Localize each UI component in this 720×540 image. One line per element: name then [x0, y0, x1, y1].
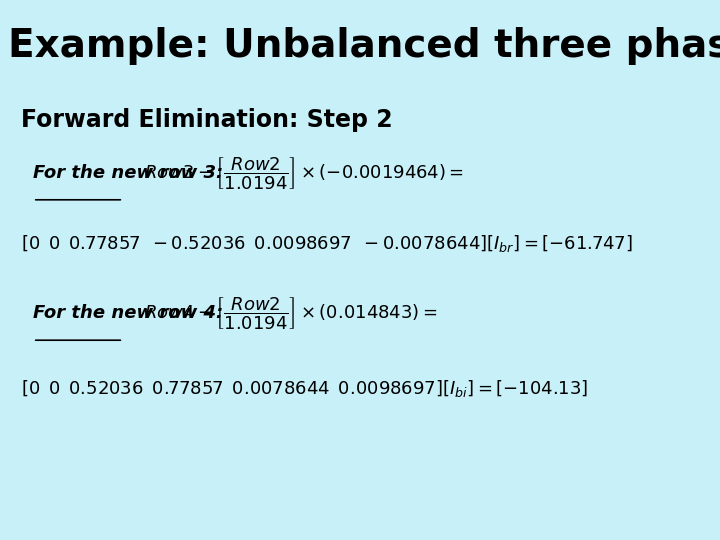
- Text: For the new row 4:: For the new row 4:: [33, 304, 223, 322]
- Text: $Row4-\left[\dfrac{Row2}{1.0194}\right]\times(0.014843)=$: $Row4-\left[\dfrac{Row2}{1.0194}\right]\…: [144, 295, 437, 331]
- Text: Forward Elimination: Step 2: Forward Elimination: Step 2: [21, 108, 392, 132]
- Text: $\left[0\enspace 0\enspace 0.77857\enspace -0.52036\enspace 0.0098697\enspace -0: $\left[0\enspace 0\enspace 0.77857\enspa…: [21, 233, 632, 253]
- Text: Example: Unbalanced three phase load: Example: Unbalanced three phase load: [8, 27, 720, 65]
- Text: $\left[0\enspace 0\enspace 0.52036\enspace 0.77857\enspace 0.0078644\enspace 0.0: $\left[0\enspace 0\enspace 0.52036\enspa…: [21, 379, 588, 399]
- Text: For the new row 3:: For the new row 3:: [33, 164, 223, 182]
- Text: $Row3-\left[\dfrac{Row2}{1.0194}\right]\times(-0.0019464)=$: $Row3-\left[\dfrac{Row2}{1.0194}\right]\…: [144, 155, 464, 191]
